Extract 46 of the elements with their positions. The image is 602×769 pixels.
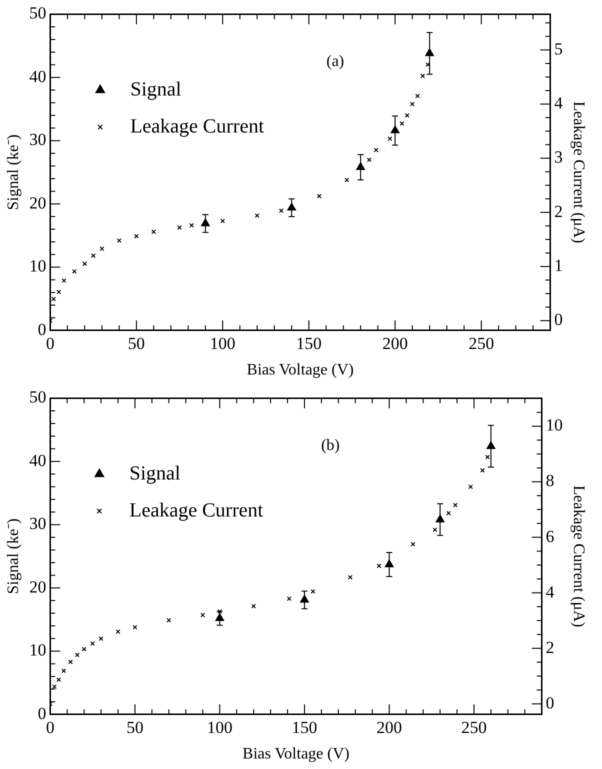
annotation: (a) <box>326 52 344 70</box>
y-axis-title: Signal (ke⁻) <box>4 518 22 594</box>
y-tick-label: 30 <box>29 130 46 150</box>
legend-label: Leakage Current <box>129 499 264 522</box>
y2-axis-title: Leakage Current (μA) <box>570 485 588 628</box>
x-tick-label: 150 <box>292 718 318 738</box>
x-tick-label: 250 <box>468 334 494 354</box>
y2-tick-label: 10 <box>546 416 563 435</box>
y-tick-label: 10 <box>29 256 46 276</box>
x-tick-label: 100 <box>206 718 232 738</box>
y-tick-label: 30 <box>29 514 46 534</box>
legend-label: Signal <box>129 462 181 484</box>
y-tick-label: 20 <box>29 577 46 596</box>
y-tick-label: 50 <box>29 388 46 407</box>
y2-tick-label: 6 <box>546 526 554 546</box>
y2-tick-label: 0 <box>546 693 554 712</box>
y-tick-label: 40 <box>29 450 46 470</box>
y2-tick-label: 8 <box>546 471 554 490</box>
y-tick-label: 50 <box>29 4 46 23</box>
y-tick-label: 0 <box>38 320 46 339</box>
y-axis-title: Signal (ke⁻) <box>4 134 22 210</box>
legend-label: Leakage Current <box>130 115 264 138</box>
x-tick-label: 250 <box>461 718 487 738</box>
y2-tick-label: 5 <box>554 39 563 58</box>
y-tick-label: 10 <box>29 640 46 660</box>
y2-axis-title: Leakage Current (μA) <box>570 101 588 244</box>
y-tick-label: 0 <box>38 704 46 723</box>
x-tick-label: 150 <box>296 334 322 354</box>
y2-tick-label: 2 <box>546 638 554 657</box>
y2-tick-label: 0 <box>554 310 563 330</box>
x-axis-title: Bias Voltage (V) <box>246 362 354 379</box>
x-tick-label: 100 <box>210 334 236 354</box>
x-tick-label: 50 <box>126 718 144 738</box>
x-axis-title: Bias Voltage (V) <box>242 746 350 763</box>
y2-tick-label: 4 <box>546 582 555 602</box>
y2-tick-label: 1 <box>554 256 563 275</box>
x-tick-label: 50 <box>128 334 145 354</box>
y2-tick-label: 3 <box>554 148 563 167</box>
y-tick-label: 40 <box>29 66 46 86</box>
legend-label: Signal <box>130 78 182 100</box>
y2-tick-label: 4 <box>554 94 564 113</box>
y2-tick-label: 2 <box>554 202 563 221</box>
y-tick-label: 20 <box>29 193 46 212</box>
x-tick-label: 200 <box>382 334 408 354</box>
annotation: (b) <box>321 436 340 454</box>
x-tick-label: 200 <box>376 718 402 738</box>
